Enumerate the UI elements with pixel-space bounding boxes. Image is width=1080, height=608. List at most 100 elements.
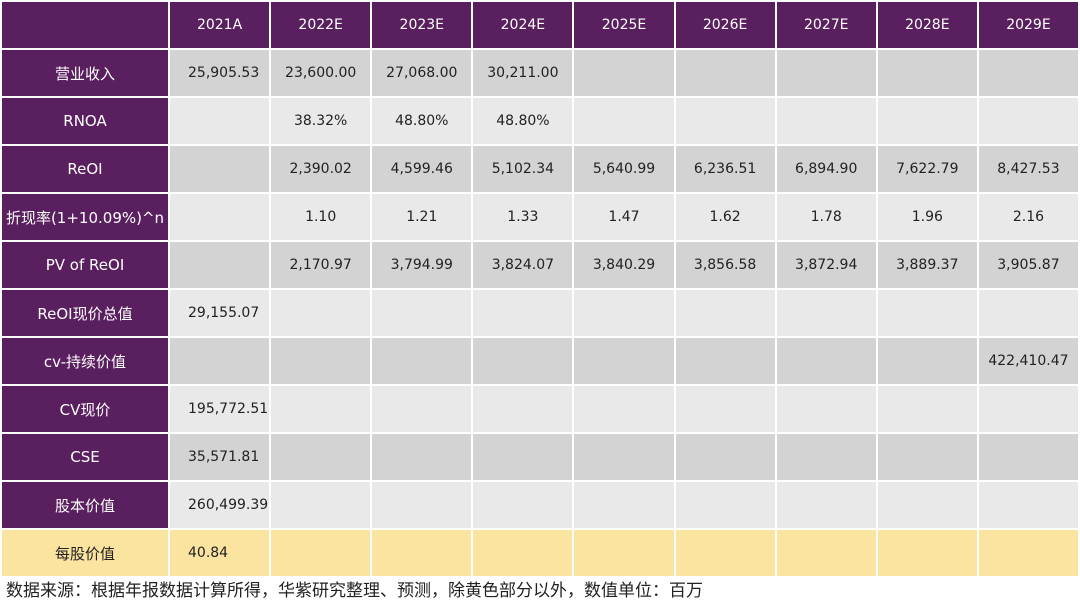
- value-cell: 29,155.07: [167, 288, 272, 338]
- value-cell: 1.96: [875, 192, 979, 242]
- header-row: 2021A 2022E 2023E 2024E 2025E 2026E 2027E 2028E…: [0, 0, 1080, 50]
- empty-cell: [167, 336, 272, 386]
- column-header: 2028E: [875, 0, 979, 50]
- value-cell: 1.10: [269, 192, 373, 242]
- empty-cell: [673, 432, 777, 482]
- empty-cell: [774, 288, 878, 338]
- empty-cell: [572, 480, 676, 530]
- row-label: 股本价值: [0, 480, 170, 530]
- table-row: cv-持续价值 422,410.47: [0, 336, 1080, 386]
- column-header: 2026E: [673, 0, 777, 50]
- value-cell: 4,599.46: [370, 144, 474, 194]
- empty-cell: [471, 432, 575, 482]
- empty-cell: [167, 240, 272, 290]
- value-cell: 3,794.99: [370, 240, 474, 290]
- table-row: ReOI现价总值 29,155.07: [0, 288, 1080, 338]
- value-cell: 23,600.00: [269, 48, 373, 98]
- value-cell: 48.80%: [370, 96, 474, 146]
- empty-cell: [269, 480, 373, 530]
- empty-cell: [673, 384, 777, 434]
- table-row: RNOA 38.32% 48.80% 48.80%: [0, 96, 1080, 146]
- valuation-table: 2021A 2022E 2023E 2024E 2025E 2026E 2027E 2028E…: [0, 0, 1080, 578]
- value-cell: 38.32%: [269, 96, 373, 146]
- row-label: 折现率(1+10.09%)^n: [0, 192, 170, 242]
- source-note: 数据来源：根据年报数据计算所得，华紫研究整理、预测，除黄色部分以外，数值单位：百…: [6, 581, 703, 601]
- table-row: CV现价 195,772.51: [0, 384, 1080, 434]
- empty-cell: [774, 384, 878, 434]
- empty-cell: [572, 48, 676, 98]
- empty-cell: [875, 528, 979, 578]
- value-cell: 27,068.00: [370, 48, 474, 98]
- value-cell: 2,390.02: [269, 144, 373, 194]
- empty-cell: [471, 288, 575, 338]
- row-label: CSE: [0, 432, 170, 482]
- value-cell: 5,102.34: [471, 144, 575, 194]
- column-header: 2021A: [167, 0, 272, 50]
- empty-cell: [875, 432, 979, 482]
- empty-cell: [471, 528, 575, 578]
- value-cell: 30,211.00: [471, 48, 575, 98]
- column-header: 2029E: [976, 0, 1080, 50]
- value-cell: 3,905.87: [976, 240, 1080, 290]
- column-header: 2023E: [370, 0, 474, 50]
- empty-cell: [572, 384, 676, 434]
- empty-cell: [673, 480, 777, 530]
- table-body: 营业收入 25,905.53 23,600.00 27,068.00 30,211.00…: [0, 48, 1080, 578]
- empty-cell: [269, 288, 373, 338]
- value-cell: 2,170.97: [269, 240, 373, 290]
- row-label: 每股价值: [0, 528, 170, 578]
- column-header: 2024E: [471, 0, 575, 50]
- empty-cell: [471, 336, 575, 386]
- empty-cell: [269, 432, 373, 482]
- empty-cell: [976, 432, 1080, 482]
- value-cell: 1.47: [572, 192, 676, 242]
- empty-cell: [673, 288, 777, 338]
- value-cell: 6,894.90: [774, 144, 878, 194]
- empty-cell: [370, 336, 474, 386]
- value-cell: 260,499.39: [167, 480, 272, 530]
- value-cell: 1.62: [673, 192, 777, 242]
- table-row: 营业收入 25,905.53 23,600.00 27,068.00 30,211.00: [0, 48, 1080, 98]
- value-cell: 48.80%: [471, 96, 575, 146]
- empty-cell: [774, 336, 878, 386]
- row-label: ReOI现价总值: [0, 288, 170, 338]
- value-cell: 1.33: [471, 192, 575, 242]
- empty-cell: [370, 288, 474, 338]
- value-cell: 3,824.07: [471, 240, 575, 290]
- empty-cell: [471, 384, 575, 434]
- value-cell: 3,856.58: [673, 240, 777, 290]
- empty-cell: [673, 48, 777, 98]
- table-row: ReOI 2,390.02 4,599.46 5,102.34 5,640.99 6,23…: [0, 144, 1080, 194]
- empty-cell: [774, 480, 878, 530]
- empty-cell: [875, 96, 979, 146]
- value-cell: 2.16: [976, 192, 1080, 242]
- column-header: 2022E: [269, 0, 373, 50]
- empty-cell: [976, 96, 1080, 146]
- empty-cell: [370, 384, 474, 434]
- empty-cell: [572, 432, 676, 482]
- value-cell: 7,622.79: [875, 144, 979, 194]
- value-cell: 195,772.51: [167, 384, 272, 434]
- empty-cell: [875, 48, 979, 98]
- empty-cell: [875, 480, 979, 530]
- empty-cell: [370, 480, 474, 530]
- empty-cell: [370, 432, 474, 482]
- empty-cell: [774, 48, 878, 98]
- table-row: 股本价值 260,499.39: [0, 480, 1080, 530]
- empty-cell: [673, 336, 777, 386]
- empty-cell: [673, 528, 777, 578]
- empty-cell: [572, 528, 676, 578]
- row-label: 营业收入: [0, 48, 170, 98]
- empty-cell: [269, 336, 373, 386]
- empty-cell: [976, 528, 1080, 578]
- empty-cell: [875, 288, 979, 338]
- corner-cell: [0, 0, 170, 50]
- empty-cell: [370, 528, 474, 578]
- empty-cell: [269, 528, 373, 578]
- empty-cell: [875, 336, 979, 386]
- empty-cell: [673, 96, 777, 146]
- empty-cell: [167, 96, 272, 146]
- value-cell: 3,840.29: [572, 240, 676, 290]
- table-row: 每股价值 40.84: [0, 528, 1080, 578]
